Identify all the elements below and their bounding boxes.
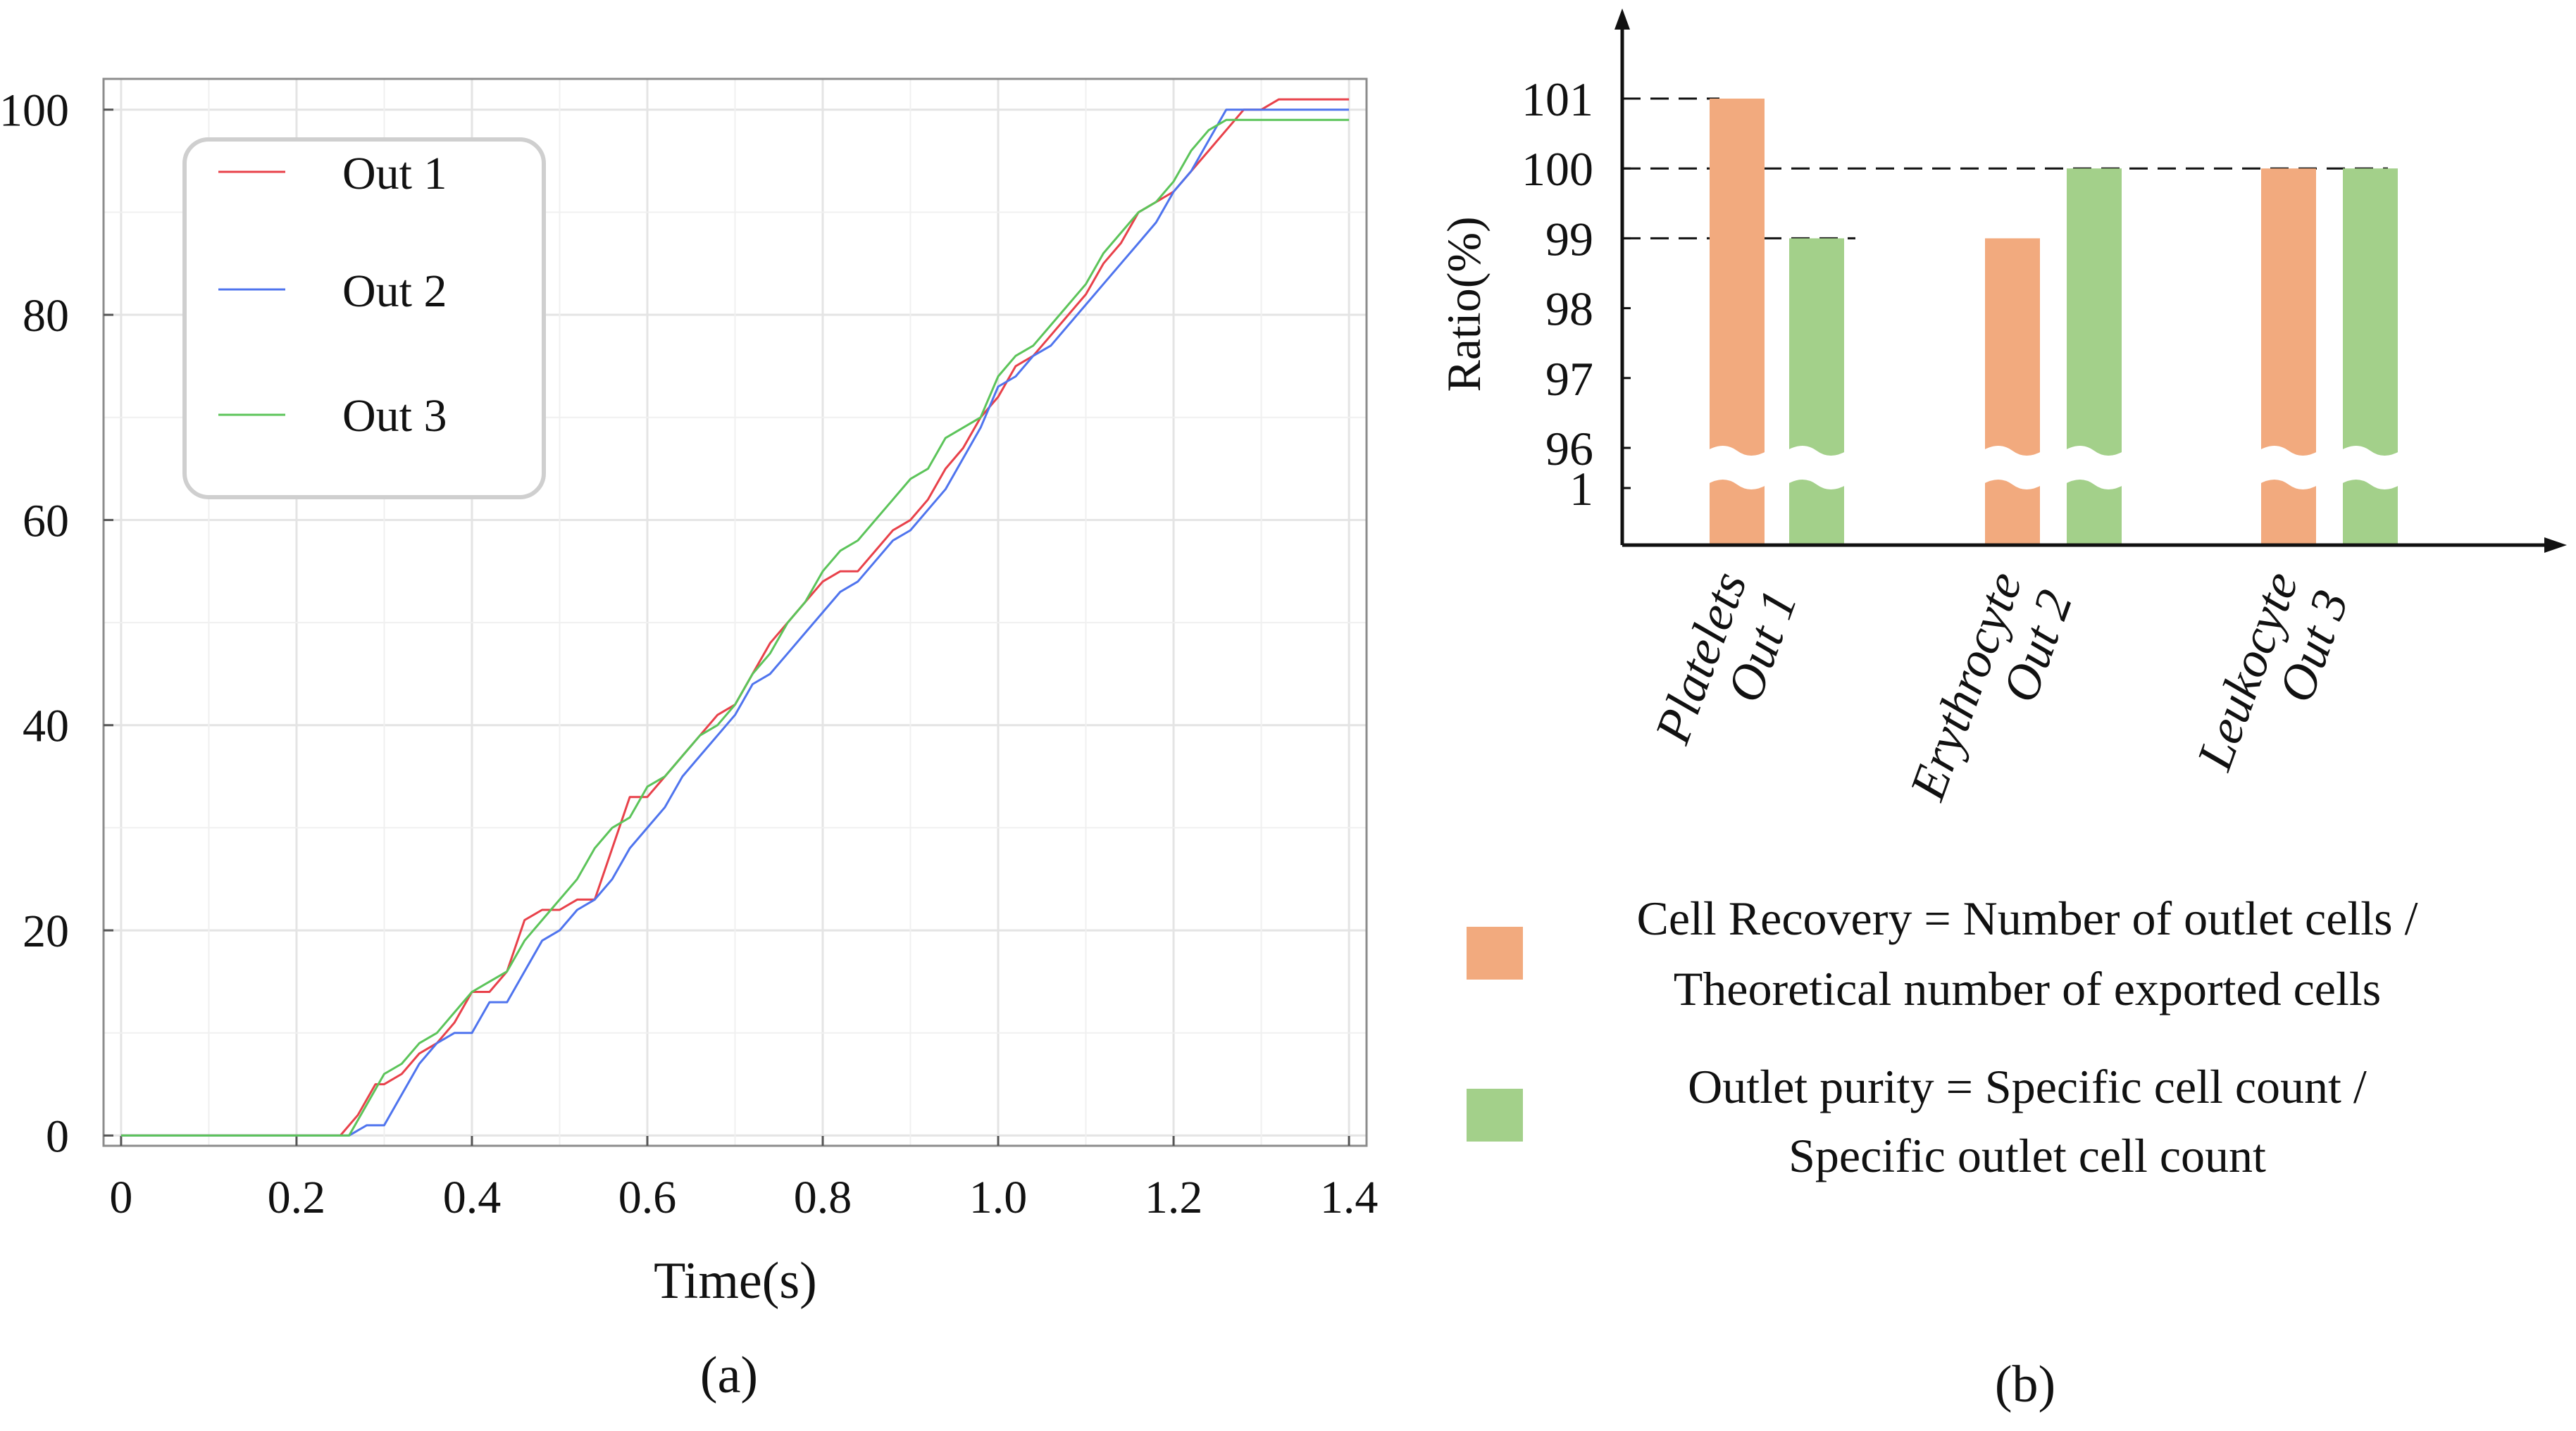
b-y-tick-label-98: 98 bbox=[1545, 282, 1593, 336]
legend-box bbox=[182, 137, 546, 499]
panel-b-y-tick-labels: 196 97 98 99 100 101 bbox=[1522, 73, 1631, 515]
axis-break-gap bbox=[1786, 446, 1847, 489]
panel-b-caption: (b) bbox=[1995, 1356, 2055, 1413]
axis-break-gap bbox=[1707, 446, 1767, 489]
panel-b-axes bbox=[1614, 8, 2567, 553]
b-y-tick-label-101: 101 bbox=[1522, 73, 1593, 126]
panel-b-y-axis-label: Ratio(%) bbox=[1437, 216, 1491, 392]
panel-a-plot-frame bbox=[102, 77, 1368, 1147]
legend-recovery-line2: Theoretical number of exported cells bbox=[1674, 962, 2381, 1016]
axis-break-gap bbox=[1982, 446, 2043, 489]
b-y-tick-label-97: 97 bbox=[1545, 352, 1593, 406]
panel-a-legend: Out 1 Out 2 Out 3 bbox=[182, 137, 546, 499]
legend-swatch-recovery bbox=[1467, 927, 1523, 980]
x-tick-label-0-2: 0.2 bbox=[268, 1172, 326, 1223]
axis-break-gap bbox=[2258, 446, 2319, 489]
x-tick-label-1-0: 1.0 bbox=[969, 1172, 1028, 1223]
legend-purity-line1: Outlet purity = Specific cell count / bbox=[1688, 1060, 2367, 1113]
axis-break-gap bbox=[2340, 446, 2401, 489]
x-tick-label-1-4: 1.4 bbox=[1320, 1172, 1379, 1223]
axis-break-gap bbox=[2064, 446, 2124, 489]
panel-b-x-axis-arrow bbox=[2544, 537, 2567, 553]
y-tick-label-80: 80 bbox=[23, 290, 69, 342]
panel-a-series-lines bbox=[120, 98, 1350, 1137]
legend-label-out3: Out 3 bbox=[342, 390, 447, 442]
x-tick-label-1-2: 1.2 bbox=[1145, 1172, 1203, 1223]
panel-a-caption: (a) bbox=[700, 1346, 758, 1404]
legend-label-out2: Out 2 bbox=[342, 265, 447, 317]
b-y-tick-label-99: 99 bbox=[1545, 212, 1593, 265]
y-tick-label-60: 60 bbox=[23, 495, 69, 546]
legend-label-out1: Out 1 bbox=[342, 148, 447, 199]
x-tick-label-0-6: 0.6 bbox=[618, 1172, 677, 1223]
bar-cell-recovery-erythrocyte bbox=[1985, 238, 2040, 545]
panel-b-bars bbox=[1707, 99, 2401, 545]
x-tick-label-0-4: 0.4 bbox=[443, 1172, 502, 1223]
y-tick-label-100: 100 bbox=[0, 85, 69, 137]
panel-a-grid bbox=[104, 79, 1367, 1146]
y-tick-label-0: 0 bbox=[46, 1111, 69, 1162]
series-line-out-2 bbox=[120, 108, 1350, 1137]
legend-swatch-purity bbox=[1467, 1089, 1523, 1142]
panel-b-y-axis-arrow bbox=[1614, 8, 1630, 30]
b-y-tick-label-1: 1 bbox=[1569, 462, 1593, 515]
x-tick-label-0: 0 bbox=[109, 1172, 132, 1223]
b-y-tick-label-100: 100 bbox=[1522, 142, 1593, 196]
bar-outlet-purity-platelets bbox=[1789, 238, 1844, 545]
panel-a-x-axis-label: Time(s) bbox=[654, 1252, 817, 1310]
legend-recovery-line1: Cell Recovery = Number of outlet cells / bbox=[1636, 892, 2418, 945]
panel-a-line-chart: 0 0.2 0.4 0.6 0.8 1.0 1.2 1.4 0 20 40 60 80 100 Out 1… bbox=[0, 77, 1378, 1404]
panel-b-legend: Cell Recovery = Number of outlet cells /… bbox=[1467, 892, 2418, 1182]
x-tick-label-0-8: 0.8 bbox=[794, 1172, 852, 1223]
legend-purity-line2: Specific outlet cell count bbox=[1788, 1129, 2266, 1182]
b-y-tick-label-96: 96 bbox=[1545, 422, 1593, 475]
y-tick-label-40: 40 bbox=[23, 701, 69, 752]
series-line-out-3 bbox=[120, 118, 1350, 1137]
y-tick-label-20: 20 bbox=[23, 906, 69, 957]
panel-a-ticks: 0 0.2 0.4 0.6 0.8 1.0 1.2 1.4 0 20 40 60 80 100 bbox=[0, 85, 1378, 1223]
